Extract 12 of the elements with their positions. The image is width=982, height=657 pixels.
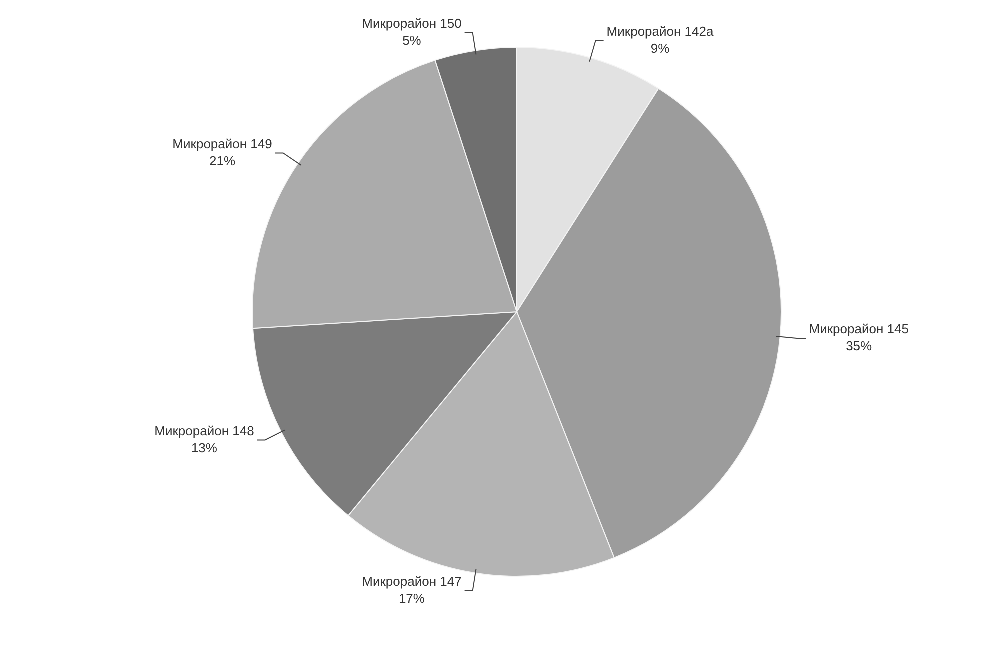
- slice-label: Микрорайон 148: [154, 423, 254, 438]
- data-label: 21%: [210, 153, 236, 168]
- data-label: 17%: [398, 591, 426, 606]
- slice-label: Микрорайон 145: [809, 322, 909, 337]
- data-label: 5%: [402, 33, 422, 48]
- slice-label: Микрорайон 149: [172, 136, 272, 152]
- slice-label: Микрорайон 147: [362, 574, 462, 590]
- data-label: 13%: [191, 440, 218, 456]
- slice-label: Микрорайон 142а: [606, 24, 714, 39]
- slice-label: Микрорайон 150: [362, 16, 462, 32]
- data-label: 35%: [846, 338, 873, 354]
- data-label: 9%: [650, 40, 670, 56]
